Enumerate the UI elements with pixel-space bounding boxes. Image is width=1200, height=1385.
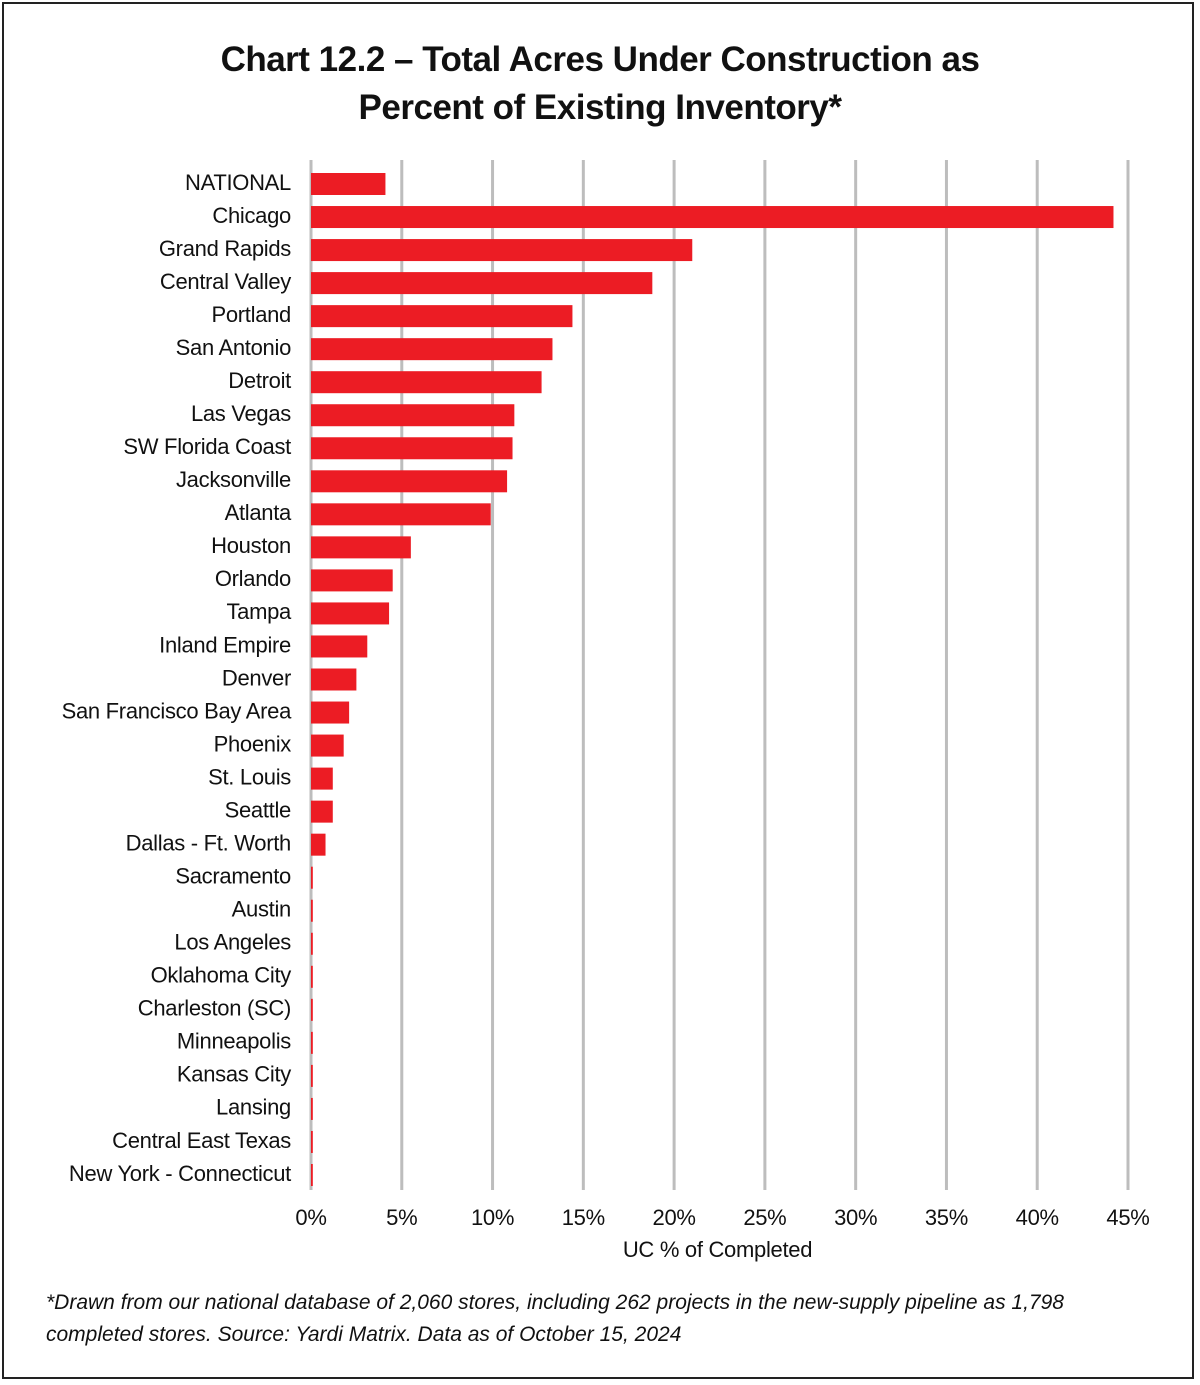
bar bbox=[311, 965, 313, 988]
bar bbox=[311, 668, 357, 691]
bar bbox=[311, 437, 513, 460]
bar bbox=[311, 833, 326, 856]
y-tick-label: Portland bbox=[211, 302, 291, 327]
y-tick-label: Inland Empire bbox=[159, 632, 291, 657]
bar bbox=[311, 338, 553, 361]
footnote: *Drawn from our national database of 2,0… bbox=[46, 1291, 1064, 1346]
x-tick-label: 20% bbox=[653, 1205, 696, 1230]
y-tick-label: Tampa bbox=[226, 599, 292, 624]
y-tick-label: San Francisco Bay Area bbox=[62, 698, 292, 723]
y-tick-label: Los Angeles bbox=[174, 930, 291, 955]
x-tick-label: 40% bbox=[1016, 1205, 1059, 1230]
x-tick-label: 25% bbox=[743, 1205, 786, 1230]
y-tick-label: Central Valley bbox=[160, 269, 291, 294]
bar bbox=[311, 635, 368, 658]
x-tick-label: 30% bbox=[834, 1205, 877, 1230]
bar bbox=[311, 536, 411, 559]
y-tick-label: Seattle bbox=[225, 797, 291, 822]
x-tick-label: 0% bbox=[295, 1205, 326, 1230]
bar bbox=[311, 1097, 313, 1120]
y-tick-label: Lansing bbox=[216, 1095, 291, 1120]
y-tick-label: San Antonio bbox=[176, 335, 291, 360]
bar bbox=[311, 734, 344, 757]
y-tick-label: Las Vegas bbox=[191, 401, 291, 426]
bar bbox=[311, 1064, 313, 1087]
x-tick-label: 5% bbox=[386, 1205, 417, 1230]
bar bbox=[311, 305, 573, 328]
bar bbox=[311, 272, 653, 295]
bar bbox=[311, 1164, 313, 1186]
bar bbox=[311, 1130, 313, 1153]
bar bbox=[311, 569, 393, 592]
bar bbox=[311, 866, 313, 889]
bar bbox=[311, 503, 491, 526]
bar bbox=[311, 206, 1114, 229]
bar bbox=[311, 173, 386, 195]
bar bbox=[311, 800, 333, 823]
x-tick-label: 10% bbox=[471, 1205, 514, 1230]
y-tick-label: Houston bbox=[211, 533, 291, 558]
chart-title: Chart 12.2 – Total Acres Under Construct… bbox=[220, 40, 980, 127]
y-tick-label: Chicago bbox=[212, 203, 291, 228]
bar bbox=[311, 404, 515, 427]
y-tick-label: Denver bbox=[222, 665, 291, 690]
y-tick-label: NATIONAL bbox=[185, 170, 291, 195]
bar bbox=[311, 998, 313, 1021]
bar bbox=[311, 470, 508, 493]
bar bbox=[311, 932, 313, 955]
y-tick-label: Charleston (SC) bbox=[138, 996, 291, 1021]
chart: 0% 5% 10% 15% 20% 25% 30% 35% 40% 45% UC % of Comp… bbox=[62, 160, 1150, 1262]
y-tick-label: Orlando bbox=[215, 566, 291, 591]
y-tick-label: Dallas - Ft. Worth bbox=[126, 830, 291, 855]
y-tick-label: St. Louis bbox=[208, 764, 291, 789]
y-tick-label: Detroit bbox=[228, 368, 291, 393]
y-tick-label: New York - Connecticut bbox=[69, 1161, 291, 1186]
y-tick-label: Grand Rapids bbox=[159, 236, 291, 261]
bar bbox=[311, 239, 693, 262]
y-tick-label: Central East Texas bbox=[112, 1128, 291, 1153]
y-tick-label: Minneapolis bbox=[177, 1029, 291, 1054]
x-axis-label: UC % of Completed bbox=[623, 1237, 812, 1262]
y-tick-label: Atlanta bbox=[225, 500, 292, 525]
bar bbox=[311, 767, 333, 790]
y-tick-label: SW Florida Coast bbox=[123, 434, 291, 459]
bar bbox=[311, 371, 542, 394]
x-tick-label: 35% bbox=[925, 1205, 968, 1230]
x-tick-label: 15% bbox=[562, 1205, 605, 1230]
bar bbox=[311, 899, 313, 922]
y-tick-label: Oklahoma City bbox=[151, 963, 292, 988]
y-tick-label: Kansas City bbox=[177, 1062, 291, 1087]
y-tick-label: Phoenix bbox=[214, 731, 292, 756]
y-tick-label: Austin bbox=[232, 897, 291, 922]
bar bbox=[311, 701, 350, 724]
bar bbox=[311, 1031, 313, 1054]
bar bbox=[311, 602, 390, 625]
y-tick-label: Jacksonville bbox=[176, 467, 291, 492]
y-tick-label: Sacramento bbox=[175, 864, 291, 889]
x-tick-label: 45% bbox=[1106, 1205, 1149, 1230]
